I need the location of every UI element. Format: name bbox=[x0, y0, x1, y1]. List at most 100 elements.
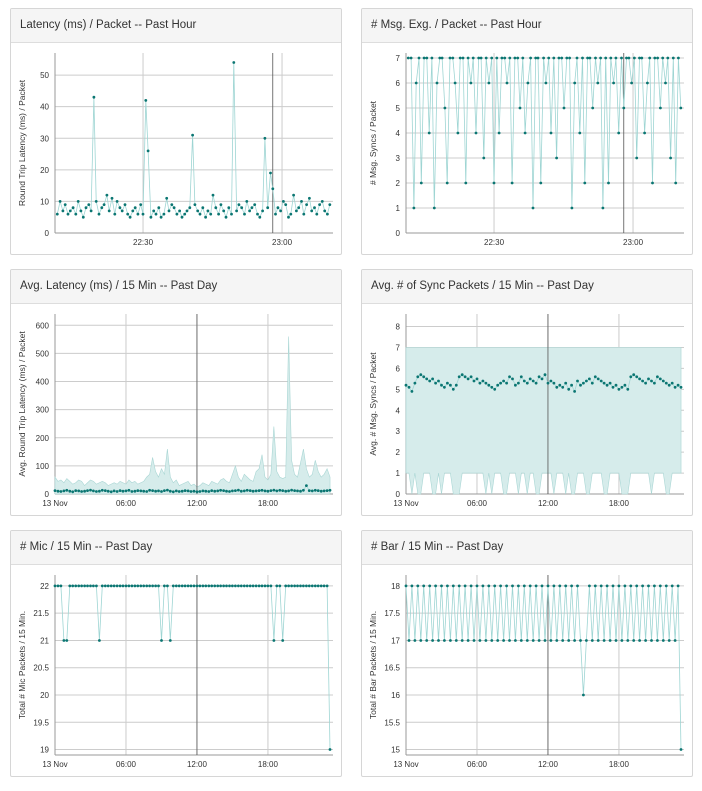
data-point bbox=[89, 209, 93, 213]
data-point bbox=[171, 584, 175, 588]
data-point bbox=[201, 489, 205, 493]
data-point bbox=[508, 56, 512, 60]
data-point bbox=[565, 56, 569, 60]
data-point bbox=[656, 56, 659, 60]
data-point bbox=[573, 81, 577, 85]
data-point bbox=[650, 379, 653, 383]
data-point bbox=[546, 584, 550, 588]
data-point bbox=[127, 488, 131, 492]
data-point bbox=[313, 206, 316, 210]
data-point bbox=[162, 212, 166, 216]
data-point bbox=[183, 489, 187, 492]
data-point bbox=[510, 181, 514, 185]
data-point bbox=[296, 584, 299, 588]
data-point bbox=[632, 373, 636, 377]
data-point bbox=[245, 584, 249, 588]
data-point bbox=[638, 639, 641, 642]
data-point bbox=[581, 56, 584, 60]
data-point bbox=[555, 156, 558, 160]
data-point bbox=[274, 212, 277, 216]
data-point bbox=[446, 381, 449, 385]
data-point bbox=[522, 379, 526, 383]
data-point bbox=[523, 131, 527, 135]
data-point bbox=[139, 489, 143, 493]
data-point bbox=[526, 81, 530, 85]
data-point bbox=[282, 200, 285, 203]
data-point bbox=[61, 209, 65, 213]
data-point bbox=[490, 639, 494, 642]
data-point bbox=[248, 489, 252, 492]
data-point bbox=[620, 385, 624, 389]
data-point bbox=[578, 131, 582, 135]
data-point bbox=[204, 584, 208, 588]
data-point bbox=[588, 56, 592, 60]
data-point bbox=[65, 639, 69, 642]
data-point bbox=[638, 56, 641, 60]
data-point bbox=[612, 81, 615, 85]
data-point bbox=[629, 375, 633, 379]
data-point bbox=[68, 209, 72, 213]
data-point bbox=[454, 383, 458, 387]
data-point bbox=[299, 489, 302, 493]
data-point bbox=[100, 488, 104, 492]
data-point bbox=[118, 584, 122, 588]
y-tick-label: 16 bbox=[391, 691, 400, 700]
data-point bbox=[588, 377, 591, 381]
data-point bbox=[284, 203, 288, 207]
data-point bbox=[484, 381, 488, 385]
x-tick-label: 12:00 bbox=[187, 499, 208, 508]
data-point bbox=[638, 377, 641, 381]
data-point bbox=[323, 209, 327, 213]
data-point bbox=[56, 489, 60, 493]
data-point bbox=[63, 203, 67, 207]
data-point bbox=[679, 385, 683, 389]
data-point bbox=[157, 489, 160, 493]
y-tick-label: 20 bbox=[40, 166, 49, 175]
y-tick-label: 600 bbox=[36, 321, 50, 330]
data-point bbox=[106, 489, 110, 493]
data-point bbox=[206, 209, 210, 213]
range-band bbox=[54, 336, 331, 495]
data-point bbox=[517, 584, 520, 588]
data-point bbox=[670, 584, 674, 588]
data-point bbox=[275, 584, 279, 588]
data-point bbox=[170, 203, 174, 207]
data-point bbox=[289, 212, 293, 216]
data-point bbox=[478, 381, 482, 385]
data-point bbox=[71, 490, 75, 494]
data-point bbox=[84, 206, 88, 210]
data-point bbox=[646, 81, 649, 85]
data-point bbox=[661, 379, 665, 383]
data-point bbox=[112, 489, 116, 493]
y-tick-label: 10 bbox=[40, 197, 49, 206]
data-point bbox=[448, 56, 452, 60]
avg-sync-day-chart: 0 1 2 3 4 5 6 7 8 13 Nov 06:00 12:00 18:00 Avg. # Msg… bbox=[368, 314, 684, 508]
data-point bbox=[307, 489, 311, 492]
y-tick-label: 7 bbox=[396, 54, 401, 63]
data-point bbox=[633, 56, 636, 60]
data-point bbox=[451, 584, 455, 588]
data-point bbox=[605, 383, 609, 387]
data-point bbox=[167, 209, 171, 213]
data-point bbox=[428, 379, 432, 383]
data-point bbox=[440, 383, 443, 387]
data-point bbox=[583, 181, 587, 185]
data-point bbox=[493, 584, 497, 588]
data-point bbox=[425, 639, 429, 642]
data-point bbox=[168, 489, 172, 493]
data-point bbox=[438, 56, 442, 60]
data-point bbox=[561, 639, 565, 642]
data-point bbox=[457, 375, 461, 379]
data-point bbox=[567, 387, 571, 391]
data-point bbox=[325, 489, 329, 492]
data-point bbox=[192, 489, 196, 493]
data-point bbox=[175, 212, 179, 216]
data-point bbox=[74, 489, 78, 492]
data-point bbox=[86, 489, 89, 492]
y-tick-label: 400 bbox=[36, 378, 50, 387]
data-point bbox=[427, 131, 431, 135]
data-point bbox=[500, 56, 504, 60]
data-point bbox=[406, 56, 410, 60]
data-point bbox=[579, 639, 582, 642]
data-point bbox=[74, 212, 78, 216]
